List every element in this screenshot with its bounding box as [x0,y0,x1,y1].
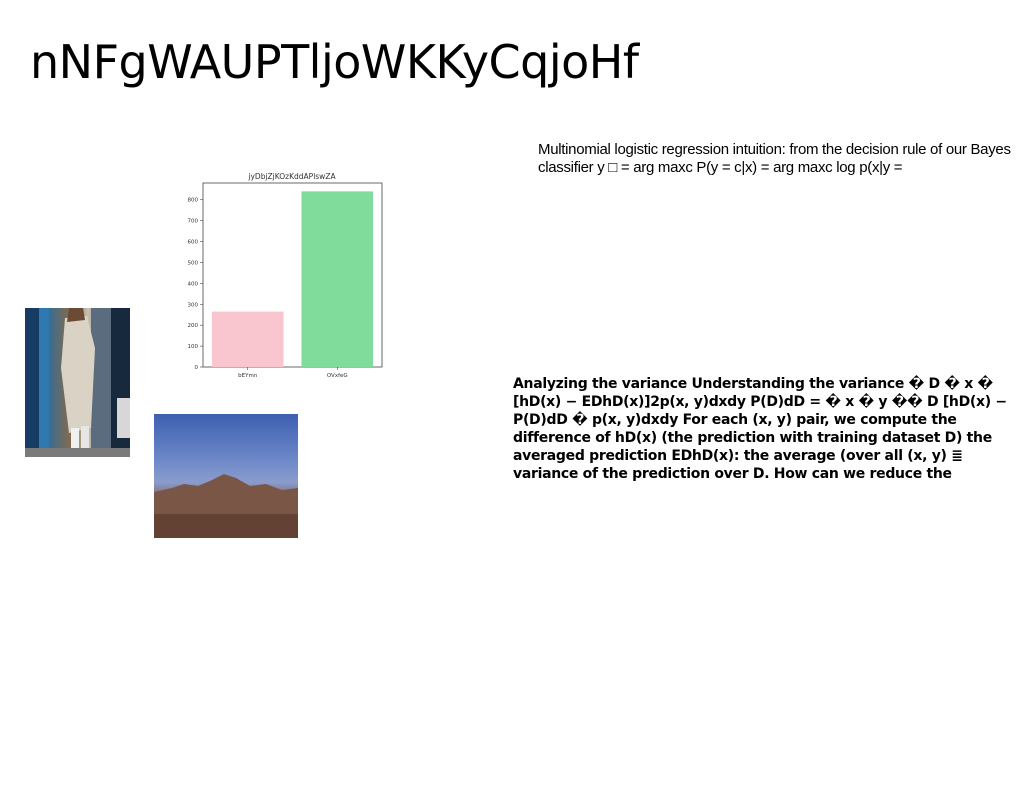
chart-title: jyDbjZjKOzKddAPlswZA [247,172,336,181]
bar-chart: jyDbjZjKOzKddAPlswZA 0 100 200 300 400 500 600… [188,172,383,379]
mountain-photo-illustration [154,474,298,538]
text-paragraph-variance: Analyzing the variance Understanding the… [513,376,1007,482]
y-axis: 0 100 200 300 400 500 600 700 800 [188,198,203,371]
y-tick-label: 800 [188,198,199,204]
y-tick-label: 700 [188,219,199,225]
y-tick-label: 600 [188,240,199,246]
y-tick-label: 100 [188,344,199,350]
y-tick-label: 0 [195,365,199,371]
bar-bEYmn [211,311,284,367]
chart-plot-frame [202,182,383,368]
x-axis: bEYmn OVxfeG [238,367,348,379]
street-photo [25,308,130,457]
text-paragraph-logistic-regression: Multinomial logistic regression intuitio… [538,141,1011,176]
mountain-photo [154,414,298,538]
bar-OVxfeG [301,191,374,367]
x-tick-label: OVxfeG [327,373,348,379]
y-tick-label: 500 [188,260,199,266]
y-tick-label: 200 [188,323,199,329]
page-title: nNFgWAUPTljoWKKyCqjoHf [30,35,639,89]
y-tick-label: 400 [188,281,199,287]
street-photo-illustration [25,308,130,457]
y-tick-label: 300 [188,302,199,308]
chart-bars [211,191,374,367]
x-tick-label: bEYmn [238,373,258,379]
